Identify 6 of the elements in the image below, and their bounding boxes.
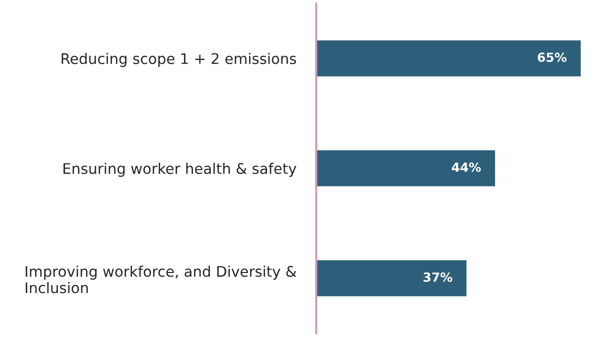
y-tick-label: Reducing scope 1 + 2 emissions: [62, 52, 296, 67]
data-label: 65%: [538, 52, 567, 62]
y-tick-label: Improving workforce, and Diversity & Inclusion: [26, 266, 296, 294]
y-tick-label: Ensuring worker health & safety: [64, 162, 296, 177]
data-label: 44%: [452, 162, 481, 172]
data-label: 37%: [424, 272, 452, 282]
